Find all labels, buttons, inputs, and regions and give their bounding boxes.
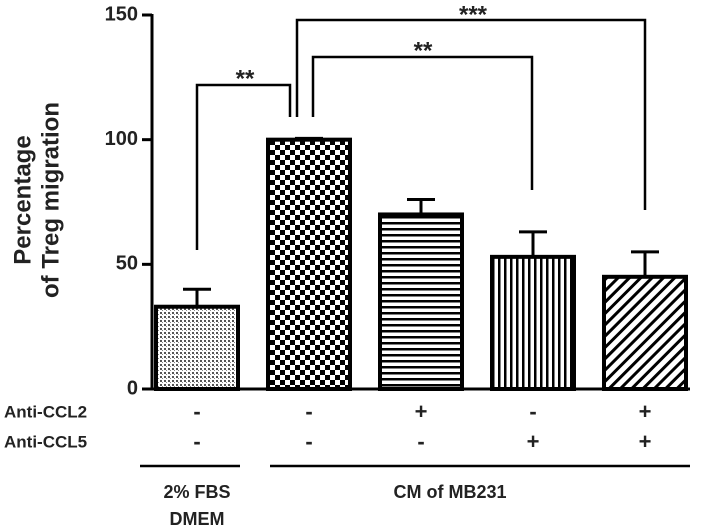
- y-tick-label: 50: [116, 253, 138, 275]
- row-sign: -: [193, 399, 200, 424]
- bar: [602, 274, 688, 391]
- group-label: DMEM: [170, 509, 225, 529]
- row-sign: +: [639, 429, 652, 454]
- group-label: CM of MB231: [393, 482, 506, 502]
- row-sign: -: [529, 399, 536, 424]
- bar: [490, 254, 576, 391]
- y-tick-label: 150: [105, 3, 138, 25]
- bar: [266, 137, 352, 391]
- significance-bracket: [311, 55, 534, 190]
- row-sign: -: [305, 429, 312, 454]
- y-label: Percentage of Treg migration: [9, 102, 64, 298]
- group-label: 2% FBS: [163, 482, 230, 502]
- row-sign: -: [305, 399, 312, 424]
- y-label-line: Percentage: [9, 135, 36, 264]
- row-sign: +: [527, 429, 540, 454]
- significance-bracket: [295, 18, 647, 210]
- row-sign: +: [639, 399, 652, 424]
- significance-label: **: [414, 37, 433, 64]
- significance-bracket: [195, 83, 292, 250]
- row-sign: -: [417, 429, 424, 454]
- row-sign: -: [193, 429, 200, 454]
- row-label: Anti-CCL5: [4, 432, 87, 451]
- y-tick-label: 0: [127, 377, 138, 399]
- row-label: Anti-CCL2: [4, 402, 87, 421]
- y-label-line: of Treg migration: [37, 102, 64, 298]
- bar: [378, 212, 464, 391]
- significance-label: **: [236, 65, 255, 92]
- y-tick-label: 100: [105, 128, 138, 150]
- row-sign: +: [415, 399, 428, 424]
- bar: [154, 304, 240, 391]
- significance-label: ***: [459, 1, 488, 28]
